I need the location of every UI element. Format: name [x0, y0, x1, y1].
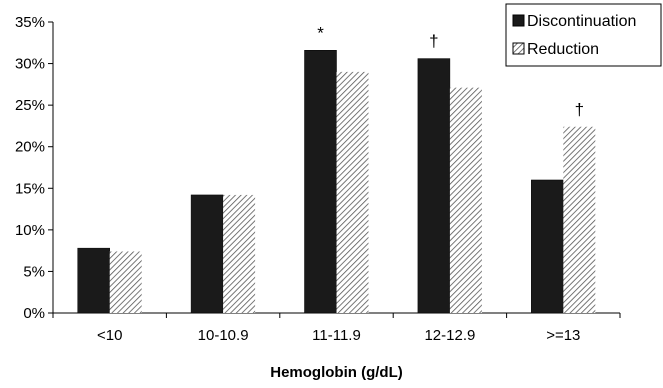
bar-discontinuation-0: [77, 247, 110, 314]
legend: Discontinuation Reduction: [505, 3, 662, 67]
x-tick-label: 11-11.9: [312, 327, 361, 344]
legend-swatch-discontinuation: [512, 14, 525, 27]
bar-annotation: *: [317, 23, 324, 42]
y-tick-label: 5%: [23, 263, 45, 280]
y-tick-label: 25%: [15, 97, 45, 114]
y-tick-label: 0%: [23, 305, 45, 322]
x-axis-title: Hemoglobin (g/dL): [270, 364, 402, 381]
y-tick-label: 30%: [15, 56, 45, 73]
y-tick-label: 15%: [15, 180, 45, 197]
tick-labels: 0% 5% 10% 15% 20% 25% 30% 35% <10 10-10.9 11-11.9 1…: [15, 14, 580, 344]
bar-annotation: †: [575, 100, 584, 119]
bar-discontinuation-1: [190, 194, 224, 314]
bar-discontinuation-4: [531, 179, 564, 314]
legend-swatch-reduction: [512, 42, 525, 55]
bar-reduction-3: [449, 87, 482, 313]
bar-discontinuation-2: [304, 50, 337, 314]
bar-annotation: †: [429, 32, 438, 51]
x-tick-label: >=13: [546, 327, 580, 344]
x-tick-label: 12-12.9: [424, 327, 475, 344]
legend-label-reduction: Reduction: [527, 41, 599, 58]
axes: [48, 21, 621, 318]
legend-box: [505, 3, 662, 67]
y-tick-label: 20%: [15, 139, 45, 156]
y-tick-label: 35%: [15, 14, 45, 31]
bar-reduction-2: [336, 71, 369, 313]
y-tick-label: 10%: [15, 222, 45, 239]
bar-reduction-0: [109, 251, 142, 313]
bar-reduction-1: [223, 194, 256, 313]
bar-discontinuation-3: [417, 58, 451, 314]
bar-reduction-4: [563, 126, 596, 313]
x-tick-label: 10-10.9: [198, 327, 249, 344]
annotations: * † †: [317, 23, 584, 118]
x-tick-label: <10: [97, 327, 122, 344]
legend-label-discontinuation: Discontinuation: [527, 13, 636, 30]
bars: [77, 50, 596, 314]
